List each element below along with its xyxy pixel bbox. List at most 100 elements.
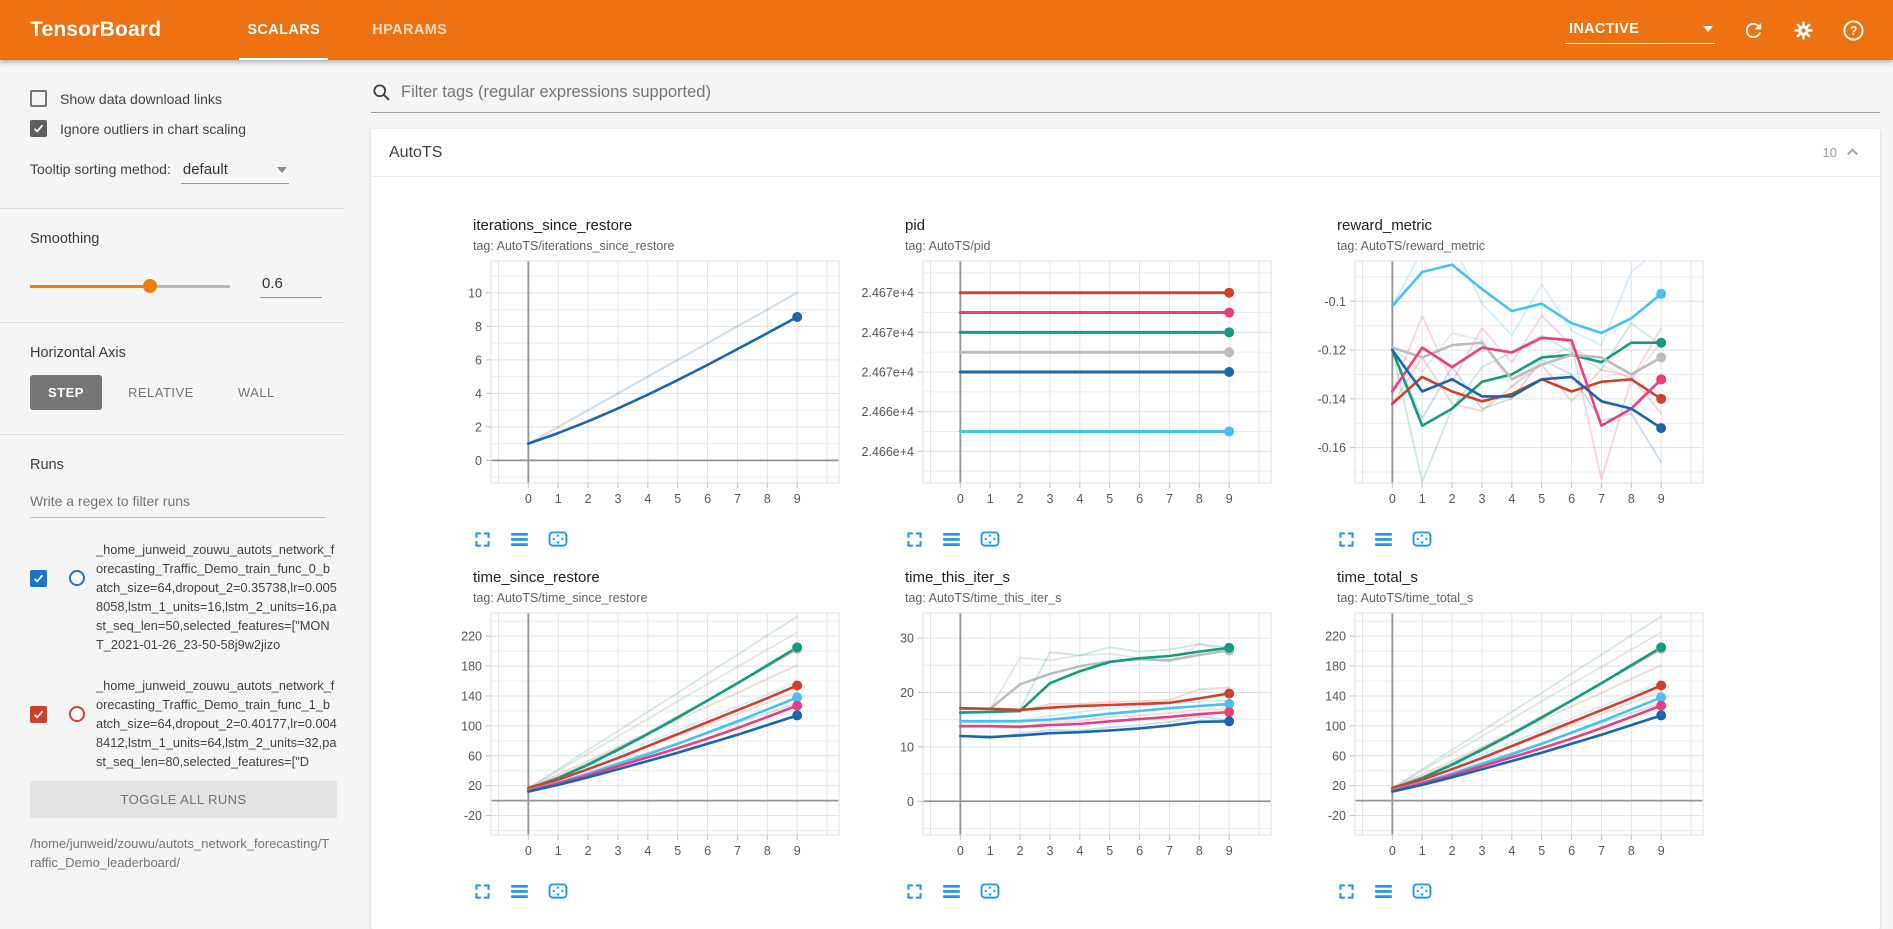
svg-text:6: 6 xyxy=(1136,844,1143,858)
svg-text:2: 2 xyxy=(585,844,592,858)
settings-sidebar: Show data download links Ignore outliers… xyxy=(0,60,345,929)
svg-text:8: 8 xyxy=(1196,844,1203,858)
divider xyxy=(0,322,345,323)
run-red-smoothed-endpoint-dot xyxy=(1656,393,1667,404)
chevron-up-icon[interactable] xyxy=(1843,143,1862,162)
flush-y-axis-icon[interactable] xyxy=(1373,529,1394,550)
svg-text:2.467e+4: 2.467e+4 xyxy=(862,286,915,300)
axis-wall-button[interactable]: WALL xyxy=(237,385,275,400)
chart-plot[interactable]: 2.467e+4 2.467e+4 2.467e+4 2.466e+4 2.466e+4… xyxy=(859,255,1283,517)
flush-y-axis-icon[interactable] xyxy=(1373,881,1394,902)
chart-toolbar xyxy=(859,878,1291,904)
run-teal-smoothed-line xyxy=(1391,646,1663,790)
svg-text:-20: -20 xyxy=(1328,809,1346,823)
run-pink-smoothed-line xyxy=(1391,704,1663,793)
run-radio[interactable] xyxy=(69,706,85,722)
svg-text:3: 3 xyxy=(1046,492,1053,506)
fit-domain-icon[interactable] xyxy=(1411,880,1433,902)
checkbox-icon xyxy=(30,120,47,137)
show-download-links-checkbox[interactable]: Show data download links xyxy=(30,90,337,107)
flush-y-axis-icon[interactable] xyxy=(509,881,530,902)
chart-tag: tag: AutoTS/reward_metric xyxy=(1337,239,1485,253)
fullscreen-icon[interactable] xyxy=(473,530,492,549)
svg-text:7: 7 xyxy=(1166,492,1173,506)
charts-grid: iterations_since_restore tag: AutoTS/iter… xyxy=(371,177,1880,919)
fullscreen-icon[interactable] xyxy=(905,530,924,549)
settings-icon[interactable] xyxy=(1791,18,1815,42)
svg-text:4: 4 xyxy=(1076,844,1083,858)
run-radio[interactable] xyxy=(69,570,85,586)
svg-text:-0.1: -0.1 xyxy=(1324,295,1346,309)
log-directory-path: /home/junweid/zouwu/autots_network_forec… xyxy=(30,836,330,870)
svg-text:5: 5 xyxy=(1538,844,1545,858)
data-status-select[interactable]: INACTIVE xyxy=(1565,17,1715,44)
help-icon[interactable]: ? xyxy=(1841,18,1865,42)
fit-domain-icon[interactable] xyxy=(1411,528,1433,550)
svg-text:4: 4 xyxy=(1508,844,1515,858)
run-checkbox[interactable] xyxy=(30,569,47,587)
tooltip-sorting-select[interactable]: default xyxy=(180,159,289,184)
scalar-chart-card: time_this_iter_s tag: AutoTS/time_this_it… xyxy=(859,567,1291,904)
autots-section-header[interactable]: AutoTS 10 xyxy=(371,129,1880,177)
fit-domain-icon[interactable] xyxy=(547,528,569,550)
chart-plot[interactable]: -0.1 -0.12 -0.14 -0.16 0 1 2 3 4 5 6 7 8 9 xyxy=(1291,255,1715,517)
tab-hparams[interactable]: HPARAMS xyxy=(372,22,448,38)
fit-domain-icon[interactable] xyxy=(979,528,1001,550)
runs-label: Runs xyxy=(30,457,64,473)
refresh-icon[interactable] xyxy=(1741,18,1765,42)
run-cyan-smoothed-endpoint-dot xyxy=(1224,698,1235,709)
flush-y-axis-icon[interactable] xyxy=(509,529,530,550)
svg-text:8: 8 xyxy=(1628,844,1635,858)
svg-text:9: 9 xyxy=(794,492,801,506)
axis-step-button[interactable]: STEP xyxy=(30,375,102,410)
svg-text:140: 140 xyxy=(1325,689,1346,703)
svg-text:8: 8 xyxy=(764,492,771,506)
svg-text:2.467e+4: 2.467e+4 xyxy=(862,326,915,340)
run-cyan-raw-line xyxy=(1391,261,1647,347)
chart-plot[interactable]: 220 180 140 100 60 20 -20 0 1 2 3 4 5 6 7 8 9 xyxy=(1291,607,1715,869)
divider xyxy=(0,208,345,209)
svg-text:6: 6 xyxy=(704,492,711,506)
scalar-chart-card: iterations_since_restore tag: AutoTS/iter… xyxy=(427,215,859,552)
svg-text:1: 1 xyxy=(1419,492,1426,506)
run-cyan-smoothed-line xyxy=(959,702,1231,723)
fit-domain-icon[interactable] xyxy=(547,880,569,902)
chart-toolbar xyxy=(1291,526,1723,552)
fullscreen-icon[interactable] xyxy=(905,882,924,901)
slider-thumb[interactable] xyxy=(143,278,157,293)
chart-plot[interactable]: 10 8 6 4 2 0 0 1 2 3 4 5 6 7 8 9 xyxy=(427,255,851,517)
run-gray-endpoint-dot xyxy=(1224,347,1235,358)
run-checkbox[interactable] xyxy=(30,705,47,723)
smoothing-slider[interactable] xyxy=(30,278,230,293)
chart-plot[interactable]: 220 180 140 100 60 20 -20 0 1 2 3 4 5 6 7 8 9 xyxy=(427,607,851,869)
run-gray-smoothed-endpoint-dot xyxy=(1656,352,1667,363)
run-gray-smoothed-line xyxy=(1391,341,1663,381)
app-header: TensorBoard SCALARS HPARAMS INACTIVE xyxy=(0,0,1893,60)
scalar-chart-card: pid tag: AutoTS/pid 2.467e+4 2.467e+4 2.467e… xyxy=(859,215,1291,552)
tab-scalars[interactable]: SCALARS xyxy=(221,0,346,60)
runs-list: _home_junweid_zouwu_autots_network_forec… xyxy=(30,540,337,771)
smoothing-value-field[interactable] xyxy=(260,273,322,298)
svg-text:100: 100 xyxy=(1325,719,1346,733)
arrow-drop-down-icon xyxy=(1703,25,1713,32)
axis-relative-button[interactable]: RELATIVE xyxy=(127,385,194,400)
flush-y-axis-icon[interactable] xyxy=(941,529,962,550)
chart-title: time_total_s xyxy=(1337,569,1418,586)
fullscreen-icon[interactable] xyxy=(1337,882,1356,901)
svg-text:220: 220 xyxy=(1325,630,1346,644)
chart-plot[interactable]: 30 20 10 0 0 1 2 3 4 5 6 7 8 9 xyxy=(859,607,1283,869)
svg-text:1: 1 xyxy=(555,844,562,858)
toggle-all-runs-button[interactable]: TOGGLE ALL RUNS xyxy=(30,781,337,818)
run-pink-smoothed-endpoint-dot xyxy=(1224,707,1235,718)
smoothing-label: Smoothing xyxy=(30,231,100,247)
fit-domain-icon[interactable] xyxy=(979,880,1001,902)
flush-y-axis-icon[interactable] xyxy=(941,881,962,902)
chart-toolbar xyxy=(1291,878,1723,904)
fullscreen-icon[interactable] xyxy=(1337,530,1356,549)
fullscreen-icon[interactable] xyxy=(473,882,492,901)
tag-filter-input[interactable] xyxy=(401,83,1880,102)
ignore-outliers-checkbox[interactable]: Ignore outliers in chart scaling xyxy=(30,120,337,137)
runs-filter-input[interactable] xyxy=(30,487,325,518)
run-teal-endpoint-dot xyxy=(1224,327,1235,338)
chart-toolbar xyxy=(427,526,859,552)
